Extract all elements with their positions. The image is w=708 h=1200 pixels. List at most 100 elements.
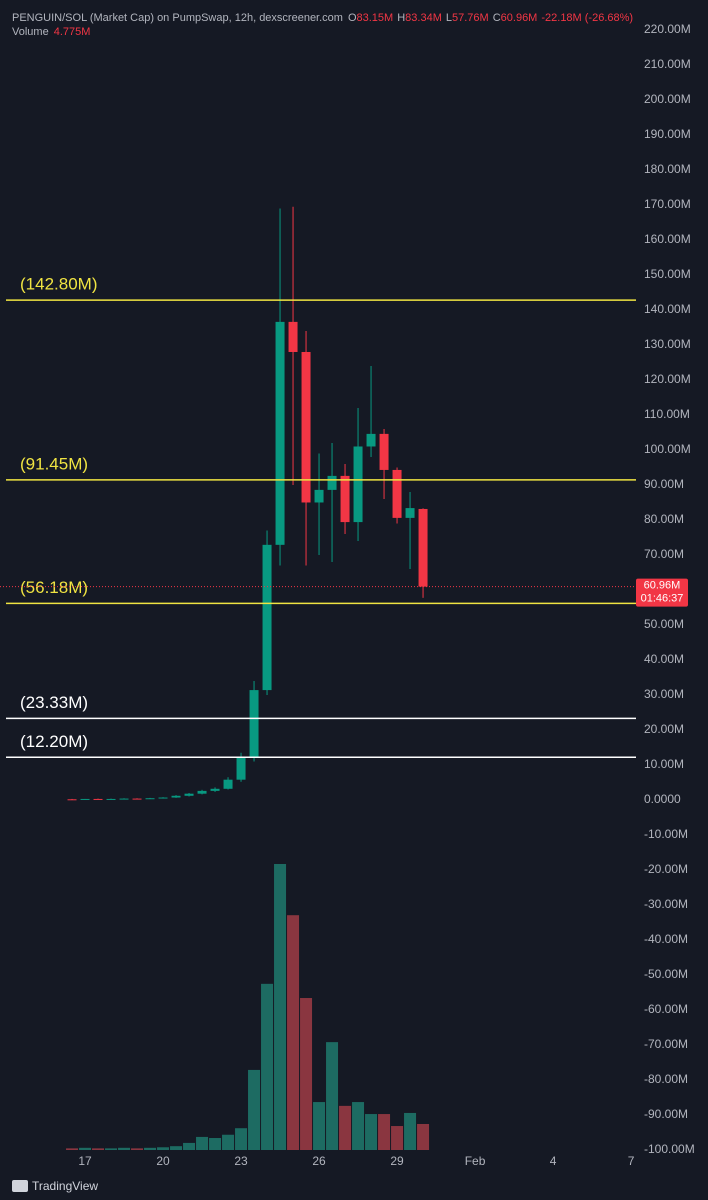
volume-legend: Volume 4.775M <box>12 26 90 38</box>
h-label: H <box>397 12 405 24</box>
volume-bar <box>66 1148 79 1150</box>
candle-body <box>119 798 129 800</box>
y-tick-label: 190.00M <box>644 127 691 141</box>
level-label: (142.80M) <box>20 275 97 294</box>
price-tag-box <box>636 578 688 607</box>
volume-bar <box>391 1126 404 1150</box>
volume-bar <box>222 1134 235 1150</box>
volume-bar <box>118 1147 131 1150</box>
header: PENGUIN/SOL (Market Cap) on PumpSwap, 12… <box>12 12 633 24</box>
candle-body <box>158 797 168 799</box>
volume-bar <box>261 983 274 1150</box>
candle-body <box>184 793 194 796</box>
level-label: (56.18M) <box>20 578 88 597</box>
y-tick-label: -50.00M <box>644 967 688 981</box>
candle-body <box>249 690 259 758</box>
volume-bar <box>235 1128 248 1150</box>
level-label: (23.33M) <box>20 693 88 712</box>
volume-bar <box>417 1123 430 1150</box>
y-tick-label: 30.00M <box>644 687 684 701</box>
y-tick-label: 210.00M <box>644 57 691 71</box>
candle-body <box>340 475 350 523</box>
candle-body <box>80 798 90 800</box>
candle-body <box>132 798 142 800</box>
y-tick-label: 70.00M <box>644 547 684 561</box>
candle-body <box>236 757 246 780</box>
y-tick-label: 100.00M <box>644 442 691 456</box>
candle-body <box>327 475 337 490</box>
candle-body <box>366 433 376 447</box>
x-tick-label: 17 <box>78 1154 92 1168</box>
candle-body <box>288 321 298 352</box>
volume-bar <box>170 1146 183 1150</box>
y-tick-label: 120.00M <box>644 372 691 386</box>
volume-bar <box>131 1148 144 1150</box>
price-tag-label: 60.96M <box>644 580 681 592</box>
y-tick-label: 50.00M <box>644 617 684 631</box>
y-tick-label: 220.00M <box>644 22 691 36</box>
volume-bar <box>92 1148 105 1150</box>
volume-bar <box>144 1147 157 1150</box>
volume-bar <box>183 1142 196 1150</box>
volume-bar <box>248 1069 261 1150</box>
y-tick-label: 130.00M <box>644 337 691 351</box>
y-tick-label: 90.00M <box>644 477 684 491</box>
y-tick-label: 20.00M <box>644 722 684 736</box>
x-tick-label: 20 <box>156 1154 170 1168</box>
candle-body <box>301 351 311 503</box>
volume-bar <box>365 1114 378 1150</box>
candle-body <box>392 469 402 518</box>
open: 83.15M <box>357 12 394 24</box>
level-label: (12.20M) <box>20 732 88 751</box>
x-tick-label: Feb <box>465 1154 486 1168</box>
volume-bar <box>105 1148 118 1150</box>
volume-bar <box>287 915 300 1150</box>
x-tick-label: 29 <box>390 1154 404 1168</box>
y-tick-label: 0.0000 <box>644 792 681 806</box>
price-tag-countdown: 01:46:37 <box>641 593 684 605</box>
y-tick-label: 150.00M <box>644 267 691 281</box>
volume-value: 4.775M <box>54 26 91 38</box>
title: PENGUIN/SOL (Market Cap) on PumpSwap, 12… <box>12 12 343 24</box>
volume-bar <box>274 864 287 1150</box>
volume-bar <box>79 1147 92 1150</box>
c-label: C <box>493 12 501 24</box>
candle-body <box>353 446 363 523</box>
y-tick-label: 160.00M <box>644 232 691 246</box>
volume-bar <box>352 1102 365 1150</box>
candle-body <box>145 798 155 800</box>
candle-body <box>262 544 272 691</box>
y-tick-label: 10.00M <box>644 757 684 771</box>
close: 60.96M <box>501 12 538 24</box>
y-tick-label: -30.00M <box>644 897 688 911</box>
x-tick-label: 26 <box>312 1154 326 1168</box>
volume-bar <box>326 1042 339 1150</box>
level-label: (91.45M) <box>20 454 88 473</box>
volume-bar <box>300 998 313 1150</box>
logo-icon <box>12 1180 28 1192</box>
y-tick-label: -40.00M <box>644 932 688 946</box>
y-tick-label: -10.00M <box>644 827 688 841</box>
x-tick-label: 23 <box>234 1154 248 1168</box>
candle-body <box>405 508 415 518</box>
candle-body <box>379 433 389 470</box>
candle-body <box>67 799 77 801</box>
o-label: O <box>348 12 357 24</box>
y-tick-label: -70.00M <box>644 1037 688 1051</box>
y-tick-label: 110.00M <box>644 407 690 421</box>
candle-body <box>93 798 103 800</box>
change: -22.18M (-26.68%) <box>541 12 633 24</box>
volume-bar <box>404 1112 417 1150</box>
y-tick-label: 180.00M <box>644 162 691 176</box>
y-tick-label: -80.00M <box>644 1072 688 1086</box>
l-label: L <box>446 12 452 24</box>
y-tick-label: 80.00M <box>644 512 684 526</box>
y-tick-label: -100.00M <box>644 1142 695 1156</box>
x-tick-label: 7 <box>628 1154 635 1168</box>
x-tick-label: 4 <box>550 1154 557 1168</box>
y-tick-label: -20.00M <box>644 862 688 876</box>
volume-bar <box>157 1147 170 1150</box>
y-tick-label: -90.00M <box>644 1107 688 1121</box>
